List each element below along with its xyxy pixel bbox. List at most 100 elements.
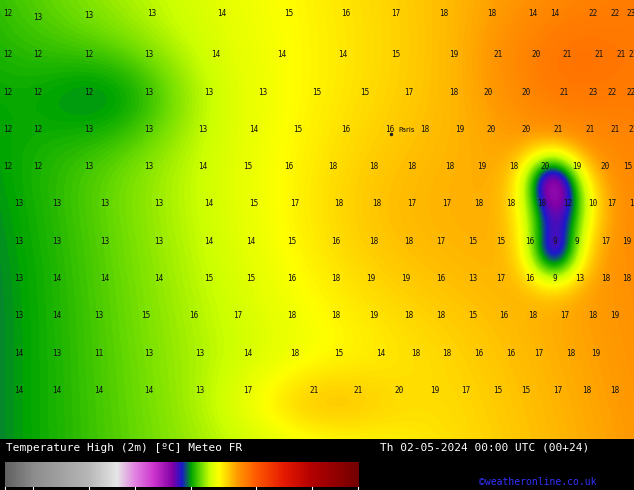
- Text: 14: 14: [243, 348, 252, 358]
- Text: 21: 21: [354, 386, 363, 395]
- Text: 13: 13: [198, 125, 207, 134]
- Text: 13: 13: [259, 88, 268, 97]
- Text: 14: 14: [205, 237, 214, 245]
- Text: 14: 14: [154, 274, 163, 283]
- Text: 18: 18: [623, 274, 631, 283]
- Text: 13: 13: [15, 311, 23, 320]
- Text: 15: 15: [468, 237, 477, 245]
- Text: 13: 13: [15, 237, 23, 245]
- Text: 14: 14: [53, 274, 61, 283]
- Text: 17: 17: [607, 199, 616, 208]
- Text: 18: 18: [509, 162, 518, 171]
- Text: 19: 19: [449, 50, 458, 59]
- Text: 20: 20: [531, 50, 540, 59]
- Text: 16: 16: [341, 9, 350, 18]
- Text: 13: 13: [145, 162, 153, 171]
- Text: Th 02-05-2024 00:00 UTC (00+24): Th 02-05-2024 00:00 UTC (00+24): [380, 442, 590, 453]
- Text: 15: 15: [335, 348, 344, 358]
- Text: 13: 13: [53, 237, 61, 245]
- Text: 16: 16: [189, 311, 198, 320]
- Text: 20: 20: [395, 386, 404, 395]
- Text: 14: 14: [205, 199, 214, 208]
- Text: 15: 15: [496, 237, 505, 245]
- Text: 14: 14: [217, 9, 226, 18]
- Text: 16: 16: [500, 311, 508, 320]
- Text: 18: 18: [528, 311, 537, 320]
- Text: 14: 14: [198, 162, 207, 171]
- Text: 19: 19: [455, 125, 464, 134]
- Text: 13: 13: [84, 162, 93, 171]
- Text: 18: 18: [446, 162, 455, 171]
- Text: 21: 21: [629, 50, 634, 59]
- Text: 14: 14: [338, 50, 347, 59]
- Text: 13: 13: [468, 274, 477, 283]
- Text: 9: 9: [552, 274, 557, 283]
- Text: 17: 17: [534, 348, 543, 358]
- Text: 14: 14: [53, 311, 61, 320]
- Text: 18: 18: [290, 348, 299, 358]
- Text: 14: 14: [211, 50, 220, 59]
- Text: 17: 17: [233, 311, 242, 320]
- Text: 13: 13: [145, 348, 153, 358]
- Text: 18: 18: [332, 274, 340, 283]
- Text: 12: 12: [4, 125, 13, 134]
- Text: 15: 15: [468, 311, 477, 320]
- Text: 17: 17: [601, 237, 610, 245]
- Text: 12: 12: [563, 199, 572, 208]
- Text: 22: 22: [588, 9, 597, 18]
- Text: 12: 12: [34, 125, 42, 134]
- Text: 18: 18: [404, 311, 413, 320]
- Text: 18: 18: [611, 386, 619, 395]
- Text: Temperature High (2m) [ºC] Meteo FR: Temperature High (2m) [ºC] Meteo FR: [6, 442, 243, 453]
- Text: 17: 17: [408, 199, 417, 208]
- Text: 12: 12: [4, 88, 13, 97]
- Text: 12: 12: [84, 88, 93, 97]
- Text: 18: 18: [404, 237, 413, 245]
- Text: 18: 18: [373, 199, 382, 208]
- Text: 14: 14: [15, 386, 23, 395]
- Text: 12: 12: [4, 9, 13, 18]
- Text: 16: 16: [287, 274, 296, 283]
- Text: 16: 16: [525, 274, 534, 283]
- Text: 10: 10: [588, 199, 597, 208]
- Text: 13: 13: [154, 237, 163, 245]
- Text: 15: 15: [246, 274, 255, 283]
- Text: 13: 13: [53, 199, 61, 208]
- Text: 12: 12: [4, 50, 13, 59]
- Text: 19: 19: [477, 162, 486, 171]
- Text: 13: 13: [145, 50, 153, 59]
- Text: 18: 18: [408, 162, 417, 171]
- Text: 19: 19: [611, 311, 619, 320]
- Text: 13: 13: [84, 11, 93, 20]
- Text: 12: 12: [84, 50, 93, 59]
- Text: 14: 14: [94, 386, 103, 395]
- Text: 15: 15: [287, 237, 296, 245]
- Text: 21: 21: [611, 125, 619, 134]
- Text: 18: 18: [411, 348, 420, 358]
- Text: Paris: Paris: [399, 126, 415, 133]
- Text: 18: 18: [487, 9, 496, 18]
- Text: 18: 18: [582, 386, 591, 395]
- Text: 21: 21: [585, 125, 594, 134]
- Text: 19: 19: [401, 274, 410, 283]
- Text: 13: 13: [100, 199, 109, 208]
- Text: 21: 21: [493, 50, 502, 59]
- Text: 18: 18: [439, 9, 448, 18]
- Text: 18: 18: [332, 311, 340, 320]
- Text: 13: 13: [576, 274, 585, 283]
- Text: 18: 18: [328, 162, 337, 171]
- Text: 15: 15: [249, 199, 258, 208]
- Text: 13: 13: [205, 88, 214, 97]
- Text: 15: 15: [522, 386, 531, 395]
- Text: 18: 18: [443, 348, 451, 358]
- Text: 13: 13: [100, 237, 109, 245]
- Text: 21: 21: [563, 50, 572, 59]
- Text: 19: 19: [366, 274, 375, 283]
- Text: 14: 14: [249, 125, 258, 134]
- Text: 19: 19: [573, 162, 581, 171]
- Text: 20: 20: [541, 162, 550, 171]
- Text: 21: 21: [595, 50, 604, 59]
- Text: 21: 21: [617, 50, 626, 59]
- Text: 16: 16: [525, 237, 534, 245]
- Text: 14: 14: [53, 386, 61, 395]
